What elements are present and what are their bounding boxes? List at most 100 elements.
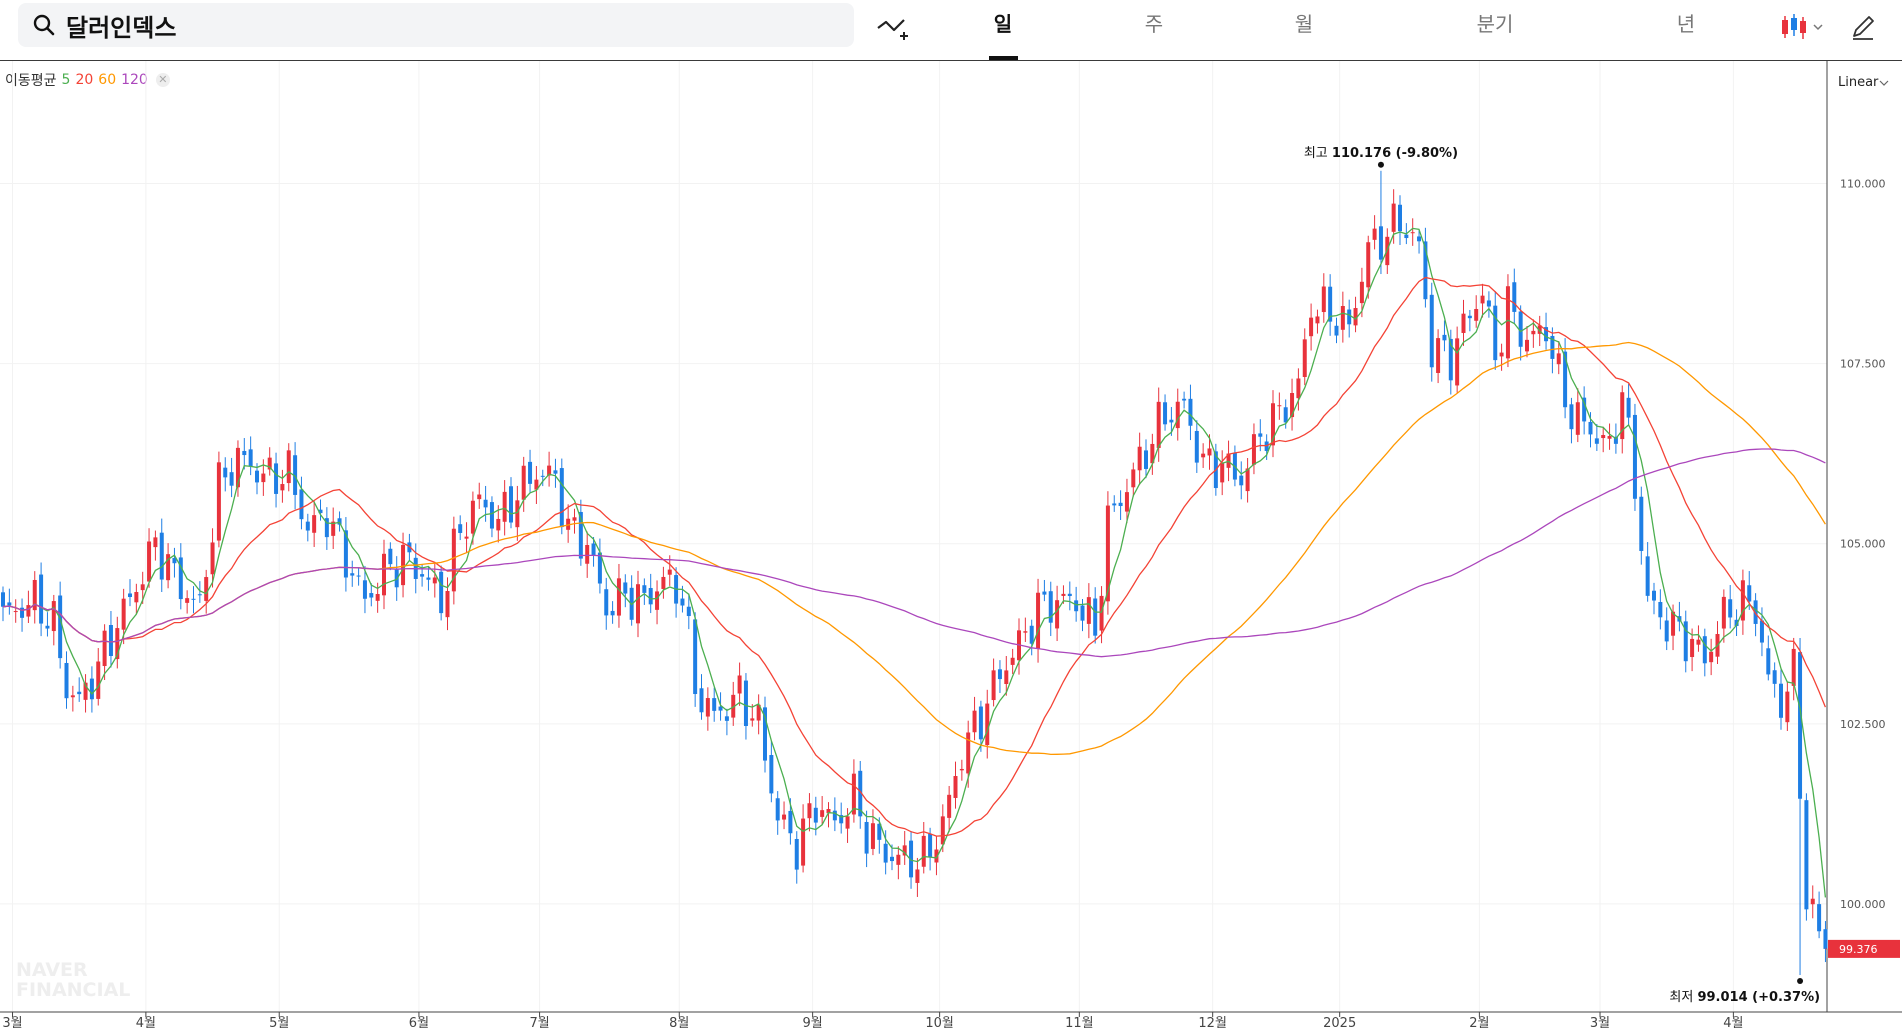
candle-body: [1245, 468, 1250, 492]
ma-60-line: [2, 341, 1826, 756]
candle-body: [439, 571, 444, 614]
candle-body: [966, 732, 971, 774]
candle-body: [1582, 397, 1587, 422]
candle-body: [166, 554, 171, 581]
close-icon[interactable]: ✕: [155, 73, 170, 87]
candle-body: [77, 691, 82, 695]
candle-body: [458, 524, 463, 533]
candle-body: [597, 552, 602, 584]
candle-body: [985, 703, 990, 746]
ma-120-line: [2, 448, 1826, 658]
candle-body: [534, 479, 539, 490]
candle-body: [731, 694, 736, 718]
candle-body: [661, 576, 666, 589]
candle-body: [1080, 605, 1085, 621]
candle-body: [826, 809, 831, 814]
search-query[interactable]: 달러인덱스: [66, 13, 177, 42]
candle-body: [1664, 620, 1669, 642]
x-tick-label: 12월: [1198, 1016, 1227, 1030]
candle-type-icon[interactable]: [1780, 12, 1826, 42]
ma-legend-label: 이동평균: [5, 73, 57, 89]
candle-body: [566, 518, 571, 530]
candle-body: [1340, 306, 1345, 330]
price-chart[interactable]: 110.000 107.500 105.000 102.500 100.000 Linea…: [0, 61, 1902, 1030]
y-tick-label: 110.000: [1840, 177, 1886, 190]
candle-body: [1315, 316, 1320, 324]
low-annotation: 최저 99.014 (+0.37%): [1669, 990, 1820, 1005]
y-tick-label: 100.000: [1840, 898, 1886, 911]
ma-5-line: [2, 227, 1827, 898]
candle-body: [1004, 670, 1009, 684]
candle-body: [1753, 600, 1758, 624]
candle-body: [813, 807, 818, 823]
pencil-icon[interactable]: [1850, 12, 1876, 42]
candle-body: [420, 574, 425, 577]
search-box[interactable]: 달러인덱스: [18, 3, 854, 47]
candle-body: [1817, 904, 1822, 932]
candle-body: [1137, 446, 1142, 471]
candle-body: [1448, 338, 1453, 381]
candle-body: [870, 823, 875, 849]
candle-body: [743, 680, 748, 726]
candle-body: [1093, 598, 1098, 636]
candle-body: [1283, 407, 1288, 423]
period-tab-day[interactable]: 일: [993, 12, 1013, 36]
low-value: 99.014 (+0.37%): [1697, 990, 1820, 1005]
candle-body: [1156, 401, 1161, 448]
candle-body: [115, 628, 120, 660]
y-tick-label: 102.500: [1840, 718, 1886, 731]
add-indicator-icon[interactable]: [876, 12, 908, 44]
candle-body: [426, 577, 431, 580]
candle-body: [1067, 593, 1072, 597]
candle-body: [96, 661, 101, 699]
candle-body: [1410, 232, 1415, 234]
candle-body: [312, 515, 317, 533]
candle-body: [121, 598, 126, 630]
candle-body: [451, 528, 456, 592]
candle-body: [407, 542, 412, 553]
x-tick-label: 4월: [136, 1016, 156, 1030]
candle-body: [921, 835, 926, 867]
candle-body: [540, 475, 545, 477]
candle-body: [1474, 308, 1479, 321]
candle-body: [851, 773, 856, 815]
candle-body: [1131, 469, 1136, 488]
candle-body: [1613, 436, 1618, 444]
candle-body: [972, 710, 977, 733]
candle-body: [1309, 317, 1314, 337]
candle-body: [1194, 430, 1199, 463]
last-price-label: 99.376: [1839, 943, 1878, 956]
candle-body: [305, 521, 310, 531]
candle-body: [1759, 620, 1764, 643]
ma-120: 120: [121, 72, 148, 88]
candle-body: [1588, 421, 1593, 435]
candle-body: [953, 776, 958, 798]
candle-body: [718, 706, 723, 711]
candle-body: [1347, 309, 1352, 325]
candle-body: [1518, 311, 1523, 347]
candle-body: [1569, 404, 1574, 430]
candle-body: [1594, 438, 1599, 444]
period-tab-year[interactable]: 년: [1676, 12, 1696, 36]
x-tick-label: 9월: [803, 1016, 823, 1030]
candle-body: [648, 587, 653, 605]
high-annotation: 최고 110.176 (-9.80%): [1304, 146, 1458, 161]
period-tab-month[interactable]: 월: [1294, 12, 1314, 36]
search-icon: [33, 14, 55, 36]
candle-body: [1798, 652, 1803, 799]
period-tab-quarter[interactable]: 분기: [1476, 12, 1514, 36]
candle-body: [172, 558, 177, 564]
candle-body: [7, 602, 12, 606]
candle-body: [686, 606, 691, 617]
candle-body: [464, 536, 469, 539]
candle-body: [1696, 639, 1701, 645]
candle-body: [915, 869, 920, 883]
candle-body: [1645, 556, 1650, 596]
candle-body: [1417, 236, 1422, 242]
y-tick-label: 107.500: [1840, 358, 1886, 371]
candle-body: [864, 821, 869, 854]
candle-body: [1251, 434, 1256, 465]
candle-body: [1766, 648, 1771, 675]
candle-body: [248, 449, 253, 467]
period-tab-week[interactable]: 주: [1144, 12, 1164, 36]
